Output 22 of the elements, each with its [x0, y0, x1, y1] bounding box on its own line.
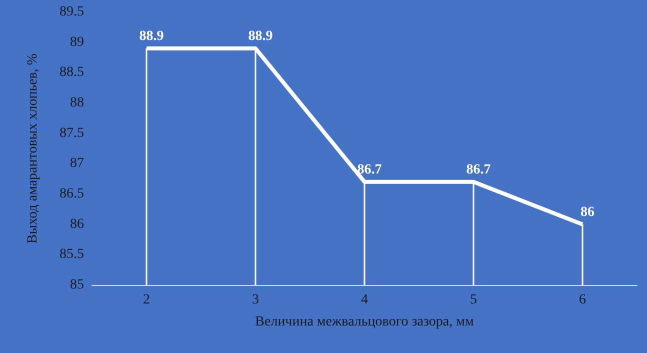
x-tick-label: 6	[579, 292, 586, 308]
y-tick-label: 85	[70, 278, 84, 292]
y-tick-label: 89.5	[60, 4, 84, 20]
y-tick-label: 89	[70, 34, 84, 50]
x-tick-label: 5	[470, 292, 477, 308]
data-label: 86	[580, 204, 594, 220]
data-label: 86.7	[466, 162, 491, 178]
y-axis-title: Выход амарантовых хлопьев, %	[26, 53, 40, 244]
data-label: 88.9	[248, 28, 273, 44]
x-tick-label: 4	[361, 292, 368, 308]
y-tick-label: 87.5	[60, 126, 84, 141]
x-tick-label: 2	[143, 292, 150, 308]
data-label: 86.7	[357, 162, 382, 178]
y-tick-label: 88.5	[60, 65, 84, 80]
data-label: 88.9	[139, 28, 164, 44]
y-tick-label: 85.5	[60, 247, 84, 262]
y-tick-label: 86.5	[60, 186, 84, 202]
x-tick-label: 3	[252, 292, 259, 308]
y-tick-label: 88	[70, 96, 84, 110]
y-tick-label: 87	[70, 156, 84, 172]
y-tick-label: 86	[70, 216, 84, 232]
x-axis-title: Величина межвальцового зазора, мм	[255, 314, 474, 330]
